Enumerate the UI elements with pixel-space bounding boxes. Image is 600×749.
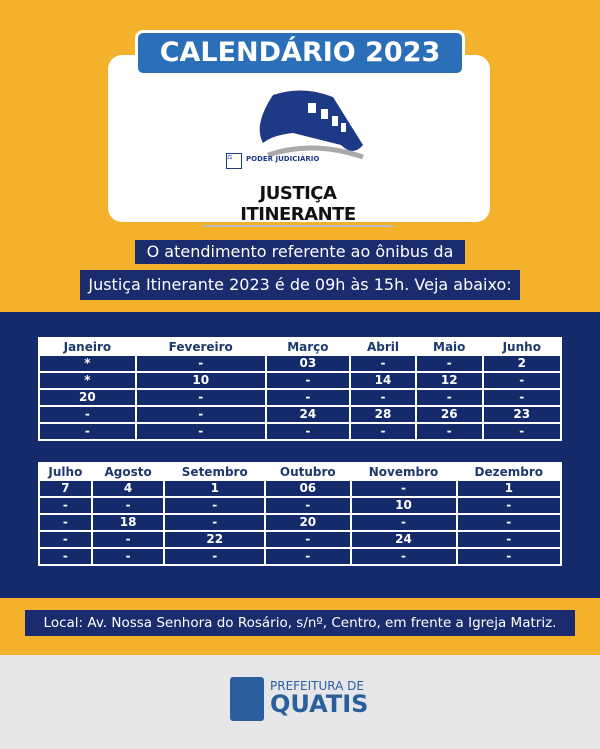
logo-card: ⚖ PODER JUDICIÁRIO JUSTIÇA ITINERANTE xyxy=(108,55,490,227)
footer xyxy=(0,655,600,749)
location: Local: Av. Nossa Senhora do Rosário, s/n… xyxy=(25,610,575,636)
date-cell: - xyxy=(457,498,560,513)
date-cell: - xyxy=(266,532,350,547)
date-cell: 06 xyxy=(266,481,350,496)
date-cell: - xyxy=(136,390,265,405)
date-cell: - xyxy=(351,424,415,439)
date-cell: 10 xyxy=(136,373,265,388)
date-cell: 20 xyxy=(266,515,350,530)
date-cell: - xyxy=(165,549,265,564)
table-row: * -03- -2 xyxy=(40,356,560,371)
table-row: -18-20- - xyxy=(40,515,560,530)
org-name: PODER JUDICIÁRIO xyxy=(246,155,320,163)
date-cell: - xyxy=(457,549,560,564)
date-cell: 23 xyxy=(483,407,560,422)
date-cell: - xyxy=(136,407,265,422)
date-cell: - xyxy=(351,481,456,496)
date-cell: - xyxy=(266,549,350,564)
table-row: 7 4 1 06-1 xyxy=(40,481,560,496)
date-cell: - xyxy=(40,407,135,422)
table-row: - -24 28 26 23 xyxy=(40,407,560,422)
date-cell: - xyxy=(40,532,91,547)
table-row: 20- - - - - xyxy=(40,390,560,405)
date-cell: - xyxy=(457,515,560,530)
date-cell: - xyxy=(136,424,265,439)
month-header: Fevereiro xyxy=(136,339,265,354)
date-cell: 20 xyxy=(40,390,135,405)
date-cell: 10 xyxy=(351,498,456,513)
program-name: JUSTIÇA ITINERANTE xyxy=(203,183,393,227)
table-row: ------ xyxy=(40,424,560,439)
date-cell: 7 xyxy=(40,481,91,496)
footer-line-1: PREFEITURA DE xyxy=(270,679,364,693)
date-cell: * xyxy=(40,373,135,388)
date-cell: 12 xyxy=(416,373,482,388)
date-cell: - xyxy=(136,356,265,371)
date-cell: - xyxy=(483,424,560,439)
month-header: Setembro xyxy=(165,464,265,479)
month-header: Janeiro xyxy=(40,339,135,354)
month-header: Julho xyxy=(40,464,91,479)
footer-line-2: QUATIS xyxy=(270,690,369,718)
month-header: Dezembro xyxy=(457,464,560,479)
date-cell: - xyxy=(266,390,350,405)
month-header: Maio xyxy=(416,339,482,354)
date-cell: - xyxy=(483,373,560,388)
month-header: Outubro xyxy=(266,464,350,479)
calendar-table-jul-dec: Julho Agosto Setembro Outubro Novembro Dezemb… xyxy=(38,462,562,566)
table-row: - -22-24- xyxy=(40,532,560,547)
month-header: Agosto xyxy=(92,464,164,479)
date-cell: - xyxy=(165,498,265,513)
date-cell: 18 xyxy=(92,515,164,530)
table-row: - - - -10- xyxy=(40,498,560,513)
date-cell: - xyxy=(40,424,135,439)
date-cell: - xyxy=(416,424,482,439)
date-cell: - xyxy=(165,515,265,530)
date-cell: - xyxy=(351,390,415,405)
date-cell: - xyxy=(266,498,350,513)
date-cell: 14 xyxy=(351,373,415,388)
date-cell: - xyxy=(92,498,164,513)
date-cell: 4 xyxy=(92,481,164,496)
judiciary-emblem: ⚖ xyxy=(226,153,242,169)
date-cell: - xyxy=(266,424,350,439)
date-cell: - xyxy=(351,356,415,371)
date-cell: - xyxy=(483,390,560,405)
date-cell: 1 xyxy=(457,481,560,496)
table-row: ------ xyxy=(40,549,560,564)
table-row: * 10-14 12- xyxy=(40,373,560,388)
date-cell: - xyxy=(92,532,164,547)
date-cell: 28 xyxy=(351,407,415,422)
calendar-table-jan-jun: Janeiro Fevereiro Março Abril Maio Junho * -03-… xyxy=(38,337,562,441)
month-header: Março xyxy=(266,339,350,354)
date-cell: 24 xyxy=(351,532,456,547)
date-cell: - xyxy=(351,515,456,530)
date-cell: - xyxy=(457,532,560,547)
date-cell: 26 xyxy=(416,407,482,422)
date-cell: * xyxy=(40,356,135,371)
date-cell: 1 xyxy=(165,481,265,496)
month-header: Abril xyxy=(351,339,415,354)
date-cell: - xyxy=(351,549,456,564)
month-header: Junho xyxy=(483,339,560,354)
date-cell: - xyxy=(40,498,91,513)
intro-line-2: Justiça Itinerante 2023 é de 09h às 15h.… xyxy=(80,270,520,300)
date-cell: - xyxy=(266,373,350,388)
date-cell: 03 xyxy=(266,356,350,371)
date-cell: - xyxy=(92,549,164,564)
date-cell: - xyxy=(40,515,91,530)
date-cell: - xyxy=(40,549,91,564)
date-cell: - xyxy=(416,356,482,371)
intro-line-1: O atendimento referente ao ônibus da xyxy=(135,240,465,264)
bus-icon xyxy=(259,90,364,160)
date-cell: - xyxy=(416,390,482,405)
date-cell: 22 xyxy=(165,532,265,547)
month-header: Novembro xyxy=(351,464,456,479)
quatis-coat-of-arms-icon xyxy=(230,677,264,721)
date-cell: 24 xyxy=(266,407,350,422)
page-title: CALENDÁRIO 2023 xyxy=(135,30,465,76)
date-cell: 2 xyxy=(483,356,560,371)
